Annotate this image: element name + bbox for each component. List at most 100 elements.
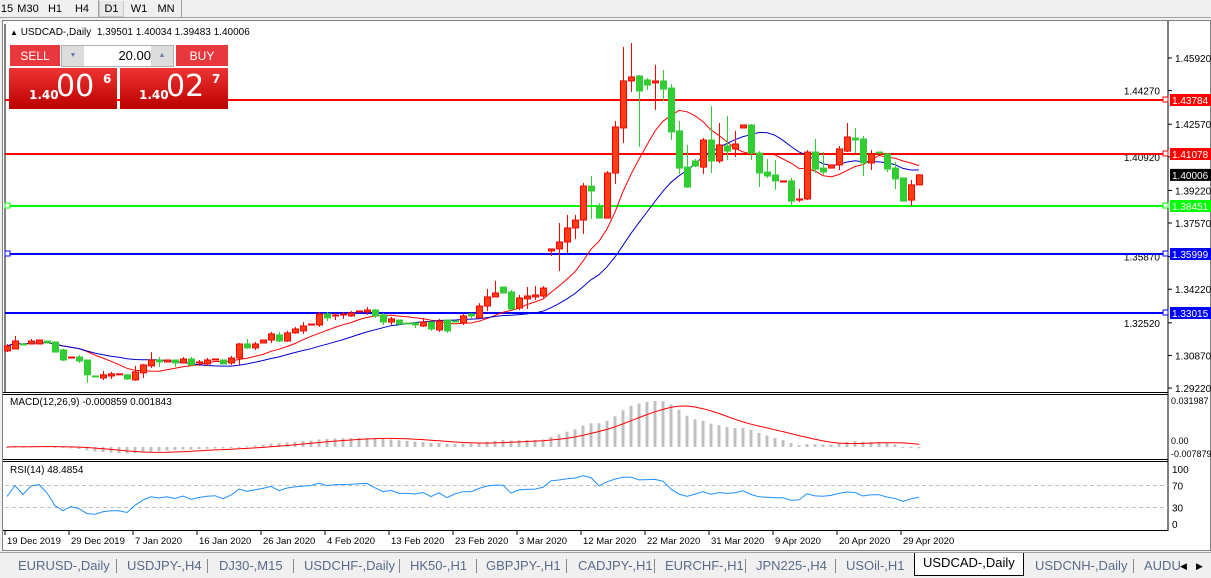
tab-divider [654,559,655,573]
macd-axis-label: 0.00 [1171,436,1189,446]
macd-histogram-bar [549,436,553,447]
lot-size-field: ▼ 20.00 ▲ [61,45,174,67]
price-level-badge [1170,94,1211,106]
tab-eurchf-h1[interactable]: EURCHF-,H1 [665,558,744,573]
macd-histogram-bar [245,446,249,448]
timeframe-m15[interactable]: 15 [0,3,14,15]
tab-usdcad-daily[interactable]: USDCAD-,Daily [914,553,1024,576]
line-handle-icon[interactable] [4,202,11,209]
timeframe-h4[interactable]: H4 [74,3,90,15]
macd-histogram-bar [341,438,345,447]
candle-body [20,343,27,346]
tab-usdcnh-daily[interactable]: USDCNH-,Daily [1035,558,1128,573]
tab-eurusd-daily[interactable]: EURUSD-,Daily [18,558,110,573]
lot-size-input[interactable]: 20.00 [118,48,151,63]
macd-histogram-bar [69,447,73,449]
macd-histogram-bar [829,444,833,447]
candle-body [396,319,403,325]
timeframe-w1[interactable]: W1 [130,3,148,15]
macd-histogram-bar [101,447,105,453]
candle-body [348,312,355,317]
candle-body [228,357,235,364]
candle-body [4,345,11,352]
tab-usdjpy-h4[interactable]: USDJPY-,H4 [127,558,202,573]
macd-histogram-bar [237,446,241,448]
tab-gbpjpy-h1[interactable]: GBPJPY-,H1 [486,558,561,573]
candle-body [156,359,163,363]
candle-body [916,174,923,186]
tab-hk50-h1[interactable]: HK50-,H1 [410,558,468,573]
line-handle-icon[interactable] [1162,250,1169,257]
macd-histogram-bar [221,447,225,449]
macd-histogram-bar [413,441,417,447]
candle-body [796,198,803,201]
macd-histogram-bar [61,447,65,448]
macd-histogram-bar [477,442,481,447]
candle-body [140,364,147,374]
macd-histogram-bar [885,442,889,447]
sell-button[interactable]: SELL [10,45,60,67]
candle-body [716,144,723,162]
timeframe-d1[interactable]: D1 [99,1,124,17]
candle-body [92,375,99,378]
line-handle-icon[interactable] [1162,309,1169,316]
sell-price-button[interactable]: 1.40 00 6 [9,68,117,109]
date-label: 19 Dec 2019 [7,536,61,547]
candle-body [756,152,763,174]
timeframe-m30[interactable]: M30 [17,3,39,15]
date-label: 20 Apr 2020 [839,536,890,547]
price-tick-label: 1.32520 [1124,319,1161,330]
tab-scroll-left-icon[interactable]: ◀ [1180,561,1187,571]
tab-divider [399,559,400,573]
moving-average-fast [6,109,920,372]
timeframe-h1[interactable]: H1 [47,3,63,15]
candle-body [868,153,875,164]
timeframe-mn[interactable]: MN [157,3,175,15]
line-handle-icon[interactable] [1162,202,1169,209]
candle-body [604,172,611,219]
lot-increase-button[interactable]: ▲ [151,46,173,66]
macd-histogram-bar [333,438,337,447]
lot-decrease-button[interactable]: ▼ [62,46,84,66]
date-label: 4 Feb 2020 [327,536,375,547]
sell-price-big: 00 [56,69,95,104]
macd-histogram-bar [701,420,705,447]
tab-cadjpy-h1[interactable]: CADJPY-,H1 [578,558,653,573]
tab-jpn225-h4[interactable]: JPN225-,H4 [756,558,827,573]
tab-usdchf-daily[interactable]: USDCHF-,Daily [304,558,395,573]
buy-price-button[interactable]: 1.40 02 7 [120,68,228,109]
macd-histogram-bar [133,447,137,454]
macd-histogram-bar [845,441,849,447]
tab-dj30-m15[interactable]: DJ30-,M15 [219,558,283,573]
macd-histogram-bar [789,443,793,447]
candle-body [316,313,323,326]
candle-body [220,359,227,365]
tab-audusd[interactable]: AUDU [1144,558,1180,573]
candle-body [732,143,739,150]
date-label: 13 Feb 2020 [391,536,444,547]
price-tick-label: 1.35870 [1124,253,1161,264]
tab-usoil-h1[interactable]: USOil-,H1 [846,558,905,573]
candle-body [116,373,123,376]
macd-histogram-bar [749,429,753,447]
macd-histogram-bar [621,410,625,447]
line-handle-icon[interactable] [1162,96,1169,103]
date-label: 3 Mar 2020 [519,536,567,547]
candle-body [516,297,523,309]
line-handle-icon[interactable] [4,250,11,257]
price-level-label: 1.41078 [1172,150,1209,161]
candle-body [652,80,659,84]
date-label: 26 Jan 2020 [263,536,315,547]
line-handle-icon[interactable] [1162,150,1169,157]
tab-scroll-right-icon[interactable]: ▶ [1196,561,1203,571]
toolbar-divider [98,0,99,18]
candle-body [388,318,395,323]
tab-divider [745,559,746,573]
buy-button[interactable]: BUY [176,45,228,67]
macd-histogram-bar [677,409,681,447]
buy-price-prefix: 1.40 [139,88,169,102]
candle-body [780,180,787,183]
candle-body [356,310,363,313]
collapse-triangle-icon[interactable]: ▲ [10,28,18,37]
